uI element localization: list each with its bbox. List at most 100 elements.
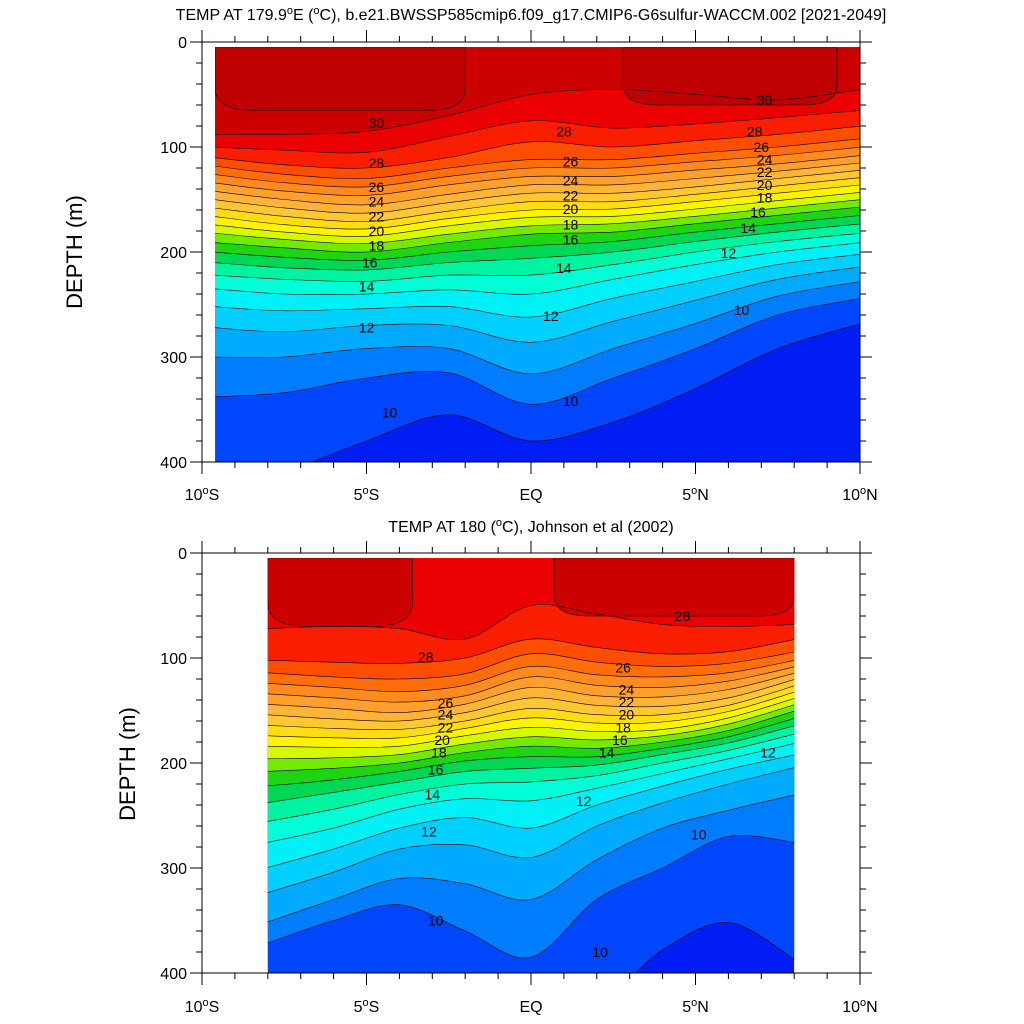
isotherm-line bbox=[267, 835, 795, 959]
y-axis: 0 100 200 300 400 bbox=[160, 546, 872, 983]
contour-label: 10 bbox=[592, 944, 608, 960]
chart-title: TEMP AT 179.9oE (oC), b.e21.BWSSP585cmip… bbox=[176, 5, 887, 24]
warm-core-region bbox=[622, 47, 838, 106]
y-axis-label: DEPTH (m) bbox=[115, 707, 140, 821]
y-tick-label: 300 bbox=[160, 350, 187, 367]
isotherm-line bbox=[267, 679, 795, 722]
isotherm-line bbox=[267, 651, 795, 680]
contour-label: 30 bbox=[757, 92, 773, 108]
contour-label: 26 bbox=[369, 179, 385, 195]
isotherm-line bbox=[267, 754, 795, 868]
contour-label: 24 bbox=[619, 682, 635, 698]
contour-label: 30 bbox=[369, 115, 385, 131]
contour-label: 22 bbox=[369, 208, 385, 224]
isotherm-line bbox=[267, 672, 795, 713]
x-tick-label: 5oS bbox=[354, 485, 380, 504]
contour-line-layer bbox=[267, 604, 795, 973]
contour-label: 18 bbox=[369, 238, 385, 254]
isotherm-line bbox=[635, 922, 795, 973]
contour-label: 10 bbox=[382, 405, 398, 421]
contour-label: 16 bbox=[612, 732, 628, 748]
isotherm-line bbox=[267, 718, 795, 787]
warm-core-region bbox=[553, 558, 795, 617]
x-axis: 10oS 5oS EQ 5oN 10oN bbox=[185, 30, 878, 504]
contour-label: 12 bbox=[421, 823, 437, 839]
contour-label: 26 bbox=[615, 659, 631, 675]
contour-label: 28 bbox=[418, 649, 434, 665]
isotherm-line bbox=[267, 704, 795, 760]
isotherm-line bbox=[215, 184, 861, 230]
isotherm-line bbox=[215, 125, 861, 169]
x-tick-label: 10oS bbox=[185, 485, 220, 504]
contour-label: 16 bbox=[563, 231, 579, 247]
warm-core-region bbox=[267, 558, 413, 627]
contour-label: 26 bbox=[563, 154, 579, 170]
isotherm-line bbox=[267, 733, 795, 822]
isotherm-line bbox=[267, 660, 795, 692]
x-tick-label: 5oN bbox=[682, 997, 709, 1016]
y-tick-label: 400 bbox=[160, 966, 187, 983]
contour-label: 22 bbox=[438, 719, 454, 735]
contour-label: 12 bbox=[760, 745, 776, 761]
chart-title: TEMP AT 180 (oC), Johnson et al (2002) bbox=[388, 517, 673, 536]
isotherm-line bbox=[267, 710, 795, 772]
chart-panel-model: TEMP AT 179.9oE (oC), b.e21.BWSSP585cmip… bbox=[62, 5, 886, 504]
contour-label: 18 bbox=[615, 719, 631, 735]
isotherm-line bbox=[215, 177, 861, 222]
contour-fill-layer bbox=[267, 558, 795, 973]
contour-label: 26 bbox=[438, 695, 454, 711]
contour-label: 20 bbox=[757, 177, 773, 193]
contour-label: 24 bbox=[369, 194, 385, 210]
isotherm-line bbox=[215, 242, 861, 295]
x-tick-label: EQ bbox=[519, 487, 542, 504]
contour-label: 18 bbox=[431, 745, 447, 761]
isotherm-line bbox=[215, 215, 861, 261]
x-tick-label: 10oN bbox=[842, 997, 877, 1016]
chart-panel-observations: TEMP AT 180 (oC), Johnson et al (2002) D… bbox=[115, 517, 878, 1016]
contour-label: 28 bbox=[369, 155, 385, 171]
contour-label: 14 bbox=[599, 745, 615, 761]
contour-label: 10 bbox=[563, 393, 579, 409]
isotherm-line bbox=[215, 138, 861, 180]
contour-label: 24 bbox=[757, 152, 773, 168]
contour-label: 22 bbox=[563, 187, 579, 203]
isotherm-line bbox=[215, 232, 861, 282]
y-tick-label: 400 bbox=[160, 455, 187, 472]
isotherm-line bbox=[311, 323, 861, 462]
contour-label: 18 bbox=[563, 217, 579, 233]
isotherm-line bbox=[267, 794, 795, 923]
contour-label: 24 bbox=[438, 707, 454, 723]
isotherm-line bbox=[267, 691, 795, 739]
isotherm-line bbox=[267, 767, 795, 893]
isotherm-line bbox=[267, 666, 795, 703]
isotherm-line bbox=[267, 685, 795, 731]
contour-label: 12 bbox=[359, 320, 375, 336]
isotherm-line bbox=[215, 88, 861, 135]
x-tick-label: 10oN bbox=[842, 485, 877, 504]
isotherm-line bbox=[267, 698, 795, 748]
isotherm-line bbox=[215, 281, 861, 375]
isotherm-line bbox=[215, 192, 861, 237]
isotherm-line bbox=[215, 169, 861, 214]
contour-label: 10 bbox=[734, 302, 750, 318]
isotherm-line bbox=[267, 725, 795, 803]
isotherm-line bbox=[215, 298, 861, 405]
contour-label: 14 bbox=[556, 260, 572, 276]
y-tick-label: 300 bbox=[160, 861, 187, 878]
y-tick-label: 100 bbox=[160, 140, 187, 157]
contour-label: 28 bbox=[747, 123, 763, 139]
x-tick-label: 5oS bbox=[354, 997, 380, 1016]
isotherm-line bbox=[215, 266, 861, 343]
contour-label: 12 bbox=[543, 308, 559, 324]
contour-fill-layer bbox=[215, 47, 861, 462]
x-tick-label: 5oN bbox=[682, 485, 709, 504]
contour-label: 14 bbox=[740, 220, 756, 236]
contour-label: 20 bbox=[369, 223, 385, 239]
warm-core-region bbox=[215, 47, 466, 111]
contour-label: 22 bbox=[619, 694, 635, 710]
y-axis-label: DEPTH (m) bbox=[62, 195, 87, 309]
contour-label: 16 bbox=[428, 761, 444, 777]
